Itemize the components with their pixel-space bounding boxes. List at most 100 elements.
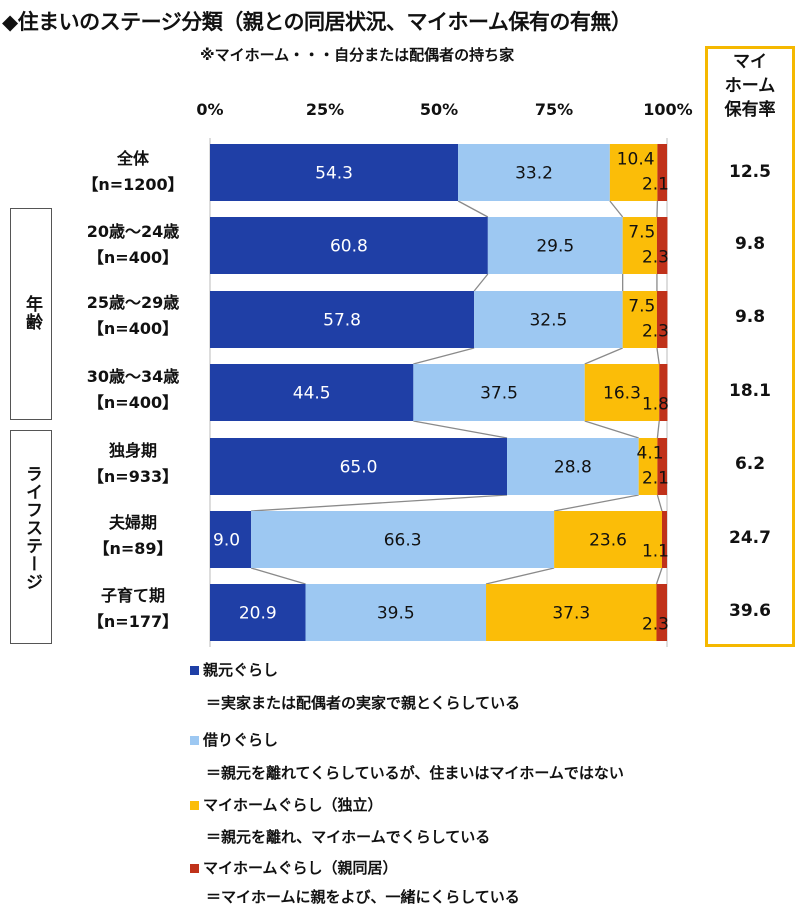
row-n: 【n=400】 (87, 393, 179, 412)
legend-desc-kari: ＝親元を離れてくらしているが、住まいはマイホームではない (206, 764, 624, 782)
ownership-rate-single: 6.2 (734, 454, 766, 474)
legend-name-doukyo: マイホームぐらし（親同居） (203, 859, 398, 877)
bar-segment-oyamoto (210, 438, 508, 495)
legend-name-oyamoto: 親元ぐらし (203, 661, 279, 679)
connector-line (584, 420, 639, 439)
bar-segment-dokuritsu (622, 291, 657, 348)
data-label-kari: 37.5 (480, 384, 518, 404)
ownership-rate-box (705, 46, 795, 647)
connector-line (485, 567, 555, 585)
legend-swatch-dokuritsu (190, 801, 199, 810)
bar-segment-kari (413, 364, 585, 421)
data-label-dokuritsu: 4.1 (637, 444, 664, 464)
data-label-doukyo: 2.1 (642, 469, 669, 489)
bar-segment-doukyo (657, 144, 667, 201)
data-label-doukyo: 2.1 (642, 175, 669, 195)
bar-segment-oyamoto (210, 364, 414, 421)
row-label-total: 全体 【n=1200】 (58, 146, 208, 198)
row-label-age-20-24: 20歳～24歳 【n=400】 (58, 219, 208, 271)
legend-desc-doukyo: ＝マイホームに親をよび、一緒にくらしている (206, 888, 520, 906)
data-label-oyamoto: 60.8 (330, 237, 368, 257)
bar-segment-doukyo (661, 511, 667, 568)
bar-segment-dokuritsu (554, 511, 662, 568)
row-name: 25歳～29歳 (86, 293, 180, 312)
data-label-doukyo: 1.8 (642, 395, 669, 415)
x-tick-0: 0% (196, 100, 224, 119)
ownership-rate-age-25-29: 9.8 (734, 307, 766, 327)
data-label-oyamoto: 9.0 (213, 531, 240, 551)
connector-line (656, 494, 663, 512)
group-box-lifestage (10, 430, 52, 644)
data-label-oyamoto: 20.9 (239, 604, 277, 624)
x-tick-25: 25% (305, 100, 345, 119)
group-label-lifestage: ライフステージ (22, 465, 42, 591)
legend-desc-oyamoto: ＝実家または配偶者の実家で親とくらしている (206, 694, 521, 712)
bar-segment-dokuritsu (622, 217, 657, 274)
connector-line (251, 494, 508, 512)
legend-swatch-kari (190, 736, 199, 745)
legend-swatch-doukyo (190, 864, 199, 873)
data-label-doukyo: 2.3 (642, 248, 669, 268)
data-label-dokuritsu: 16.3 (603, 384, 641, 404)
bar-segment-doukyo (656, 217, 668, 274)
connector-line (250, 567, 306, 585)
bar-segment-kari (251, 511, 555, 568)
bar-segment-kari (487, 217, 623, 274)
bar-segment-doukyo (659, 364, 668, 421)
row-n: 【n=400】 (87, 319, 179, 338)
legend-swatch-oyamoto (190, 666, 199, 675)
row-n: 【n=89】 (93, 539, 173, 558)
x-tick-50: 50% (419, 100, 459, 119)
x-tick-75: 75% (534, 100, 574, 119)
bar-segment-oyamoto (210, 584, 306, 641)
bar-segment-doukyo (657, 438, 667, 495)
legend-name-dokuritsu: マイホームぐらし（独立） (203, 796, 383, 814)
connector-line (584, 347, 623, 365)
row-n: 【n=1200】 (82, 175, 184, 194)
bar-segment-kari (507, 438, 639, 495)
bar-segment-dokuritsu (584, 364, 660, 421)
bar-segment-oyamoto (210, 144, 459, 201)
data-label-kari: 29.5 (536, 237, 574, 257)
connector-line (473, 273, 489, 292)
bar-segment-oyamoto (210, 217, 488, 274)
row-name: 30歳～34歳 (86, 367, 180, 386)
bar-segment-kari (474, 291, 623, 348)
group-box-age (10, 208, 52, 420)
data-label-doukyo: 1.1 (642, 542, 669, 562)
connector-line (656, 420, 660, 439)
bar-segment-doukyo (656, 584, 667, 641)
row-name: 独身期 (108, 441, 157, 460)
ownership-header-line3: 保有率 (724, 100, 776, 120)
bar-segment-dokuritsu (486, 584, 657, 641)
ownership-rate-couple: 24.7 (729, 528, 771, 548)
legend-name-kari: 借りぐらし (203, 731, 279, 749)
ownership-header-line1: マイ (733, 52, 767, 72)
row-n: 【n=933】 (87, 467, 179, 486)
row-n: 【n=177】 (87, 612, 179, 631)
connector-line (413, 420, 508, 439)
data-label-oyamoto: 44.5 (293, 384, 331, 404)
data-label-kari: 66.3 (384, 531, 422, 551)
ownership-rate-childrearing: 39.6 (729, 601, 771, 621)
connector-line (656, 347, 660, 365)
row-name: 全体 (116, 149, 149, 168)
ownership-rate-age-30-34: 18.1 (729, 381, 771, 401)
connector-line (554, 494, 639, 512)
connector-line (655, 567, 663, 585)
row-name: 子育て期 (100, 586, 165, 605)
data-label-dokuritsu: 10.4 (617, 150, 655, 170)
data-label-oyamoto: 54.3 (315, 164, 353, 184)
data-label-oyamoto: 57.8 (323, 311, 361, 331)
data-label-kari: 32.5 (529, 311, 567, 331)
chart-subtitle: ※マイホーム・・・自分または配偶者の持ち家 (200, 46, 515, 64)
data-label-dokuritsu: 37.3 (552, 604, 590, 624)
ownership-rate-age-20-24: 9.8 (734, 234, 766, 254)
data-label-kari: 28.8 (554, 458, 592, 478)
bar-segment-dokuritsu (609, 144, 658, 201)
connector-line (457, 200, 489, 218)
row-name: 20歳～24歳 (86, 222, 180, 241)
group-label-age: 年齢 (22, 295, 42, 331)
bar-segment-dokuritsu (638, 438, 658, 495)
